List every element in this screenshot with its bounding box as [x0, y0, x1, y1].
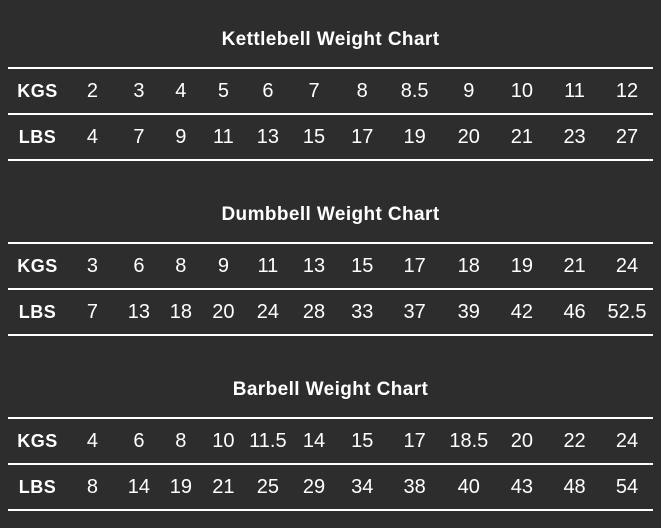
lbs-value: 14: [127, 475, 151, 498]
lbs-value: 33: [351, 300, 374, 323]
lbs-value: 18: [169, 300, 192, 323]
lbs-value: 54: [615, 475, 639, 498]
kgs-value: 17: [403, 254, 426, 277]
lbs-value: 52.5: [607, 300, 647, 323]
lbs-value: 46: [563, 300, 586, 323]
kgs-value: 3: [86, 254, 99, 277]
lbs-value: 48: [563, 475, 586, 498]
lbs-value: 20: [457, 125, 480, 148]
kgs-value: 10: [510, 79, 533, 102]
lbs-value: 37: [403, 300, 426, 323]
table-row-kgs: KGS 3 6 8 9 11 13 15 17 18 19 21 24: [8, 243, 653, 289]
kgs-value: 5: [217, 79, 229, 102]
kgs-value: 4: [175, 79, 187, 102]
lbs-value: 42: [510, 300, 533, 323]
kettlebell-chart-title: Kettlebell Weight Chart: [221, 29, 440, 50]
lbs-value: 13: [127, 300, 151, 323]
row-label-kgs: KGS: [17, 80, 58, 101]
section-kettlebell: Kettlebell Weight Chart KGS 2 3 4 5 6 7 …: [0, 27, 661, 161]
kgs-value: 11: [564, 79, 585, 102]
lbs-value: 11: [213, 125, 234, 148]
kgs-value: 3: [133, 79, 145, 102]
row-label-lbs: LBS: [18, 476, 57, 497]
dumbbell-weight-table: KGS 3 6 8 9 11 13 15 17 18 19 21 24 LBS …: [8, 242, 653, 336]
lbs-value: 7: [133, 125, 145, 148]
kgs-value: 21: [563, 254, 586, 277]
kgs-value: 7: [308, 79, 320, 102]
lbs-value: 20: [212, 300, 235, 323]
kgs-value: 2: [86, 79, 99, 102]
kgs-value: 9: [217, 254, 229, 277]
barbell-chart-title: Barbell Weight Chart: [232, 379, 429, 400]
kgs-value: 18: [457, 254, 480, 277]
kgs-value: 8.5: [400, 79, 429, 102]
lbs-value: 15: [302, 125, 326, 148]
kgs-value: 18.5: [449, 429, 489, 452]
lbs-value: 19: [403, 125, 426, 148]
kgs-value: 6: [133, 429, 145, 452]
kgs-value: 8: [175, 429, 187, 452]
lbs-value: 39: [457, 300, 480, 323]
lbs-value: 9: [175, 125, 187, 148]
kgs-value: 8: [175, 254, 187, 277]
lbs-value: 21: [510, 125, 533, 148]
lbs-value: 23: [563, 125, 586, 148]
lbs-value: 29: [302, 475, 326, 498]
lbs-value: 7: [86, 300, 99, 323]
kgs-value: 11.5: [249, 429, 287, 452]
kgs-value: 24: [615, 254, 639, 277]
kgs-value: 6: [262, 79, 274, 102]
lbs-value: 8: [86, 475, 99, 498]
lbs-value: 25: [256, 475, 280, 498]
dumbbell-chart-title: Dumbbell Weight Chart: [221, 204, 440, 225]
kettlebell-weight-table: KGS 2 3 4 5 6 7 8 8.5 9 10 11 12 LBS 4 7…: [8, 67, 653, 161]
table-row-kgs: KGS 4 6 8 10 11.5 14 15 17 18.5 20 22 24: [8, 418, 653, 464]
lbs-value: 34: [351, 475, 374, 498]
section-dumbbell: Dumbbell Weight Chart KGS 3 6 8 9 11 13 …: [0, 202, 661, 336]
kgs-value: 8: [356, 79, 368, 102]
kgs-value: 24: [615, 429, 639, 452]
lbs-value: 28: [302, 300, 326, 323]
kgs-value: 14: [302, 429, 326, 452]
lbs-value: 21: [212, 475, 235, 498]
lbs-value: 4: [86, 125, 99, 148]
lbs-value: 40: [457, 475, 480, 498]
lbs-value: 43: [510, 475, 533, 498]
kgs-value: 11: [257, 254, 279, 277]
lbs-value: 13: [256, 125, 280, 148]
row-label-lbs: LBS: [18, 126, 57, 147]
barbell-weight-table: KGS 4 6 8 10 11.5 14 15 17 18.5 20 22 24…: [8, 417, 653, 511]
lbs-value: 24: [256, 300, 280, 323]
kgs-value: 20: [510, 429, 533, 452]
lbs-value: 27: [615, 125, 639, 148]
table-row-lbs: LBS 7 13 18 20 24 28 33 37 39 42 46 52.5: [8, 289, 653, 335]
table-row-lbs: LBS 8 14 19 21 25 29 34 38 40 43 48 54: [8, 464, 653, 510]
table-row-lbs: LBS 4 7 9 11 13 15 17 19 20 21 23 27: [8, 114, 653, 160]
kgs-value: 12: [615, 79, 639, 102]
kgs-value: 19: [510, 254, 533, 277]
row-label-kgs: KGS: [17, 255, 58, 276]
kgs-value: 6: [133, 254, 145, 277]
kgs-value: 22: [563, 429, 586, 452]
section-barbell: Barbell Weight Chart KGS 4 6 8 10 11.5 1…: [0, 377, 661, 511]
lbs-value: 17: [351, 125, 374, 148]
kgs-value: 13: [302, 254, 326, 277]
kgs-value: 17: [403, 429, 426, 452]
row-label-kgs: KGS: [17, 430, 58, 451]
kgs-value: 15: [351, 429, 374, 452]
kgs-value: 10: [212, 429, 235, 452]
kgs-value: 15: [351, 254, 374, 277]
lbs-value: 19: [169, 475, 192, 498]
row-label-lbs: LBS: [18, 301, 57, 322]
kgs-value: 9: [463, 79, 475, 102]
table-row-kgs: KGS 2 3 4 5 6 7 8 8.5 9 10 11 12: [8, 68, 653, 114]
lbs-value: 38: [403, 475, 426, 498]
kgs-value: 4: [86, 429, 99, 452]
